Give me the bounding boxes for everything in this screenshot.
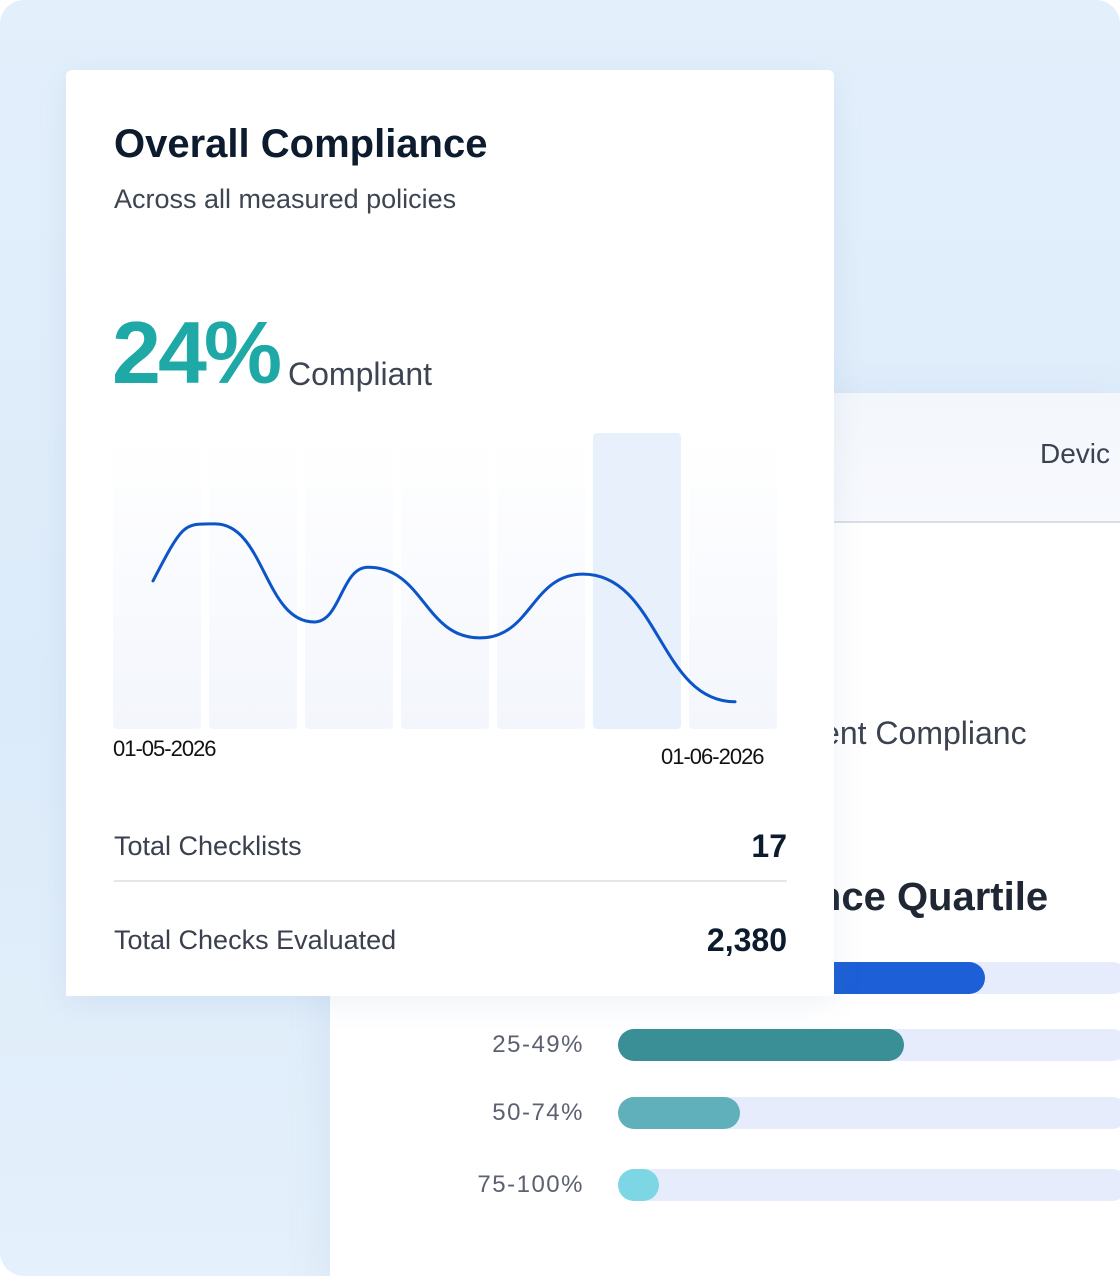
chart-column xyxy=(113,433,201,729)
stat-value: 17 xyxy=(751,828,787,864)
quartile-track xyxy=(618,1029,1120,1061)
quartile-track xyxy=(618,1169,1120,1201)
quartile-track xyxy=(618,1097,1120,1129)
chart-column-highlighted xyxy=(593,433,681,729)
stat-value: 2,380 xyxy=(706,922,787,958)
x-end-label: 01-06-2026 xyxy=(661,744,765,769)
compliance-label: Compliant xyxy=(288,356,433,392)
stat-label: Total Checks Evaluated xyxy=(114,925,397,955)
stat-row-total-checks: Total Checks Evaluated 2,380 xyxy=(114,910,787,970)
chart-column xyxy=(209,433,297,729)
quartile-label: 25-49% xyxy=(492,1031,584,1058)
quartile-bar xyxy=(618,1029,904,1061)
card-title: Overall Compliance xyxy=(114,122,488,166)
stat-label: Total Checklists xyxy=(114,831,302,861)
stat-row-total-checklists: Total Checklists 17 xyxy=(114,816,787,876)
quartile-row: 25-49% xyxy=(330,1028,1120,1062)
compliance-percentage: 24% xyxy=(112,303,282,402)
quartile-bar xyxy=(618,1169,659,1201)
card-subtitle: Across all measured policies xyxy=(114,184,457,214)
trend-line xyxy=(151,522,737,704)
stat-divider xyxy=(114,880,787,882)
chart-column xyxy=(497,433,585,729)
tab-devices[interactable]: Devic xyxy=(1040,438,1111,469)
x-start-label: 01-05-2026 xyxy=(113,736,217,761)
quartile-row: 50-74% xyxy=(330,1096,1120,1130)
quartile-label: 50-74% xyxy=(492,1099,584,1126)
overall-compliance-card: Overall Compliance Across all measured p… xyxy=(66,70,834,996)
quartile-bar xyxy=(618,1097,741,1129)
quartile-label: 75-100% xyxy=(477,1171,584,1198)
quartile-row: 75-100% xyxy=(330,1168,1120,1202)
compliance-trend-chart xyxy=(113,433,777,729)
chart-column xyxy=(689,433,777,729)
chart-column xyxy=(401,433,489,729)
